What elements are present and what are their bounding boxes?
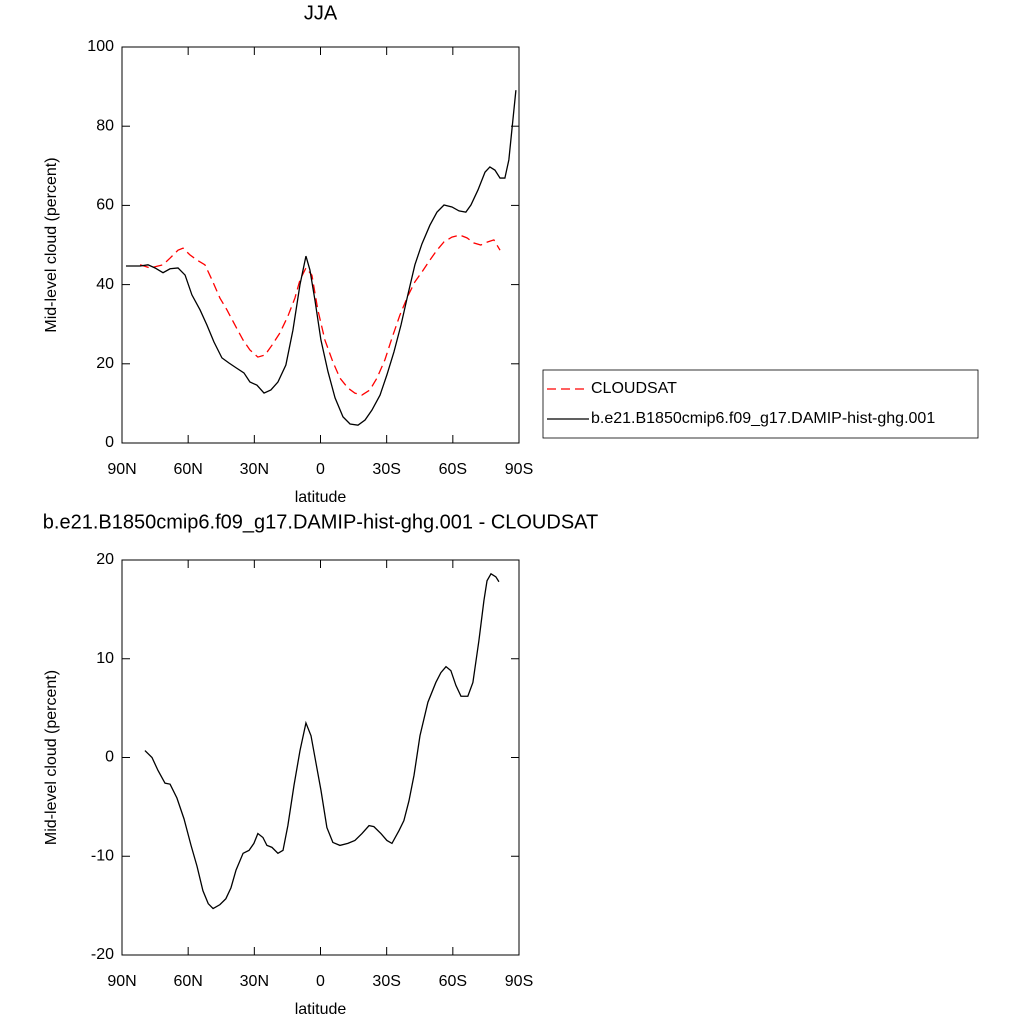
x-axis-label: latitude — [295, 489, 347, 506]
legend: CLOUDSAT b.e21.B1850cmip6.f09_g17.DAMIP-h… — [542, 369, 979, 439]
x-tick-label: 0 — [316, 461, 325, 478]
x-tick-label: 60N — [173, 461, 202, 478]
y-tick-label: 0 — [105, 434, 114, 451]
y-tick-label: 10 — [96, 650, 114, 667]
y-tick-label: 40 — [96, 276, 114, 293]
x-tick-label: 0 — [316, 973, 325, 990]
y-tick-label: 20 — [96, 355, 114, 372]
x-axis-label: latitude — [295, 1001, 347, 1018]
series-line — [144, 572, 500, 910]
y-tick-label: 80 — [96, 117, 114, 134]
y-tick-label: 0 — [105, 749, 114, 766]
chart-title: JJA — [304, 2, 338, 24]
x-tick-label: 30N — [240, 973, 269, 990]
x-tick-label: 90S — [505, 973, 533, 990]
plot-frame — [121, 46, 520, 444]
series-line — [125, 90, 517, 426]
chart-panel: b.e21.B1850cmip6.f09_g17.DAMIP-hist-ghg.… — [43, 511, 598, 1018]
x-tick-label: 60S — [439, 973, 467, 990]
legend-label: b.e21.B1850cmip6.f09_g17.DAMIP-hist-ghg.… — [591, 410, 935, 427]
y-axis-label: Mid-level cloud (percent) — [43, 670, 60, 845]
legend-label: CLOUDSAT — [591, 380, 677, 397]
x-tick-label: 90N — [107, 973, 136, 990]
y-tick-label: 100 — [87, 38, 114, 55]
x-tick-label: 30S — [372, 461, 400, 478]
plot-frame — [121, 559, 520, 956]
chart-panel: JJA 0 20 40 60 80 100 90N 60N 30N 0 30S 60S 90S latitu… — [43, 2, 979, 506]
x-tick-label: 30S — [372, 973, 400, 990]
x-tick-label: 30N — [240, 461, 269, 478]
x-tick-label: 60S — [439, 461, 467, 478]
x-tick-label: 90N — [107, 461, 136, 478]
series-line — [139, 234, 501, 396]
y-axis-label: Mid-level cloud (percent) — [43, 157, 60, 332]
y-tick-label: -20 — [91, 946, 114, 963]
y-tick-label: 60 — [96, 197, 114, 214]
x-tick-label: 90S — [505, 461, 533, 478]
legend-box — [542, 369, 979, 439]
y-tick-label: -10 — [91, 847, 114, 864]
chart-title: b.e21.B1850cmip6.f09_g17.DAMIP-hist-ghg.… — [43, 511, 598, 533]
y-tick-label: 20 — [96, 551, 114, 568]
x-tick-label: 60N — [173, 973, 202, 990]
